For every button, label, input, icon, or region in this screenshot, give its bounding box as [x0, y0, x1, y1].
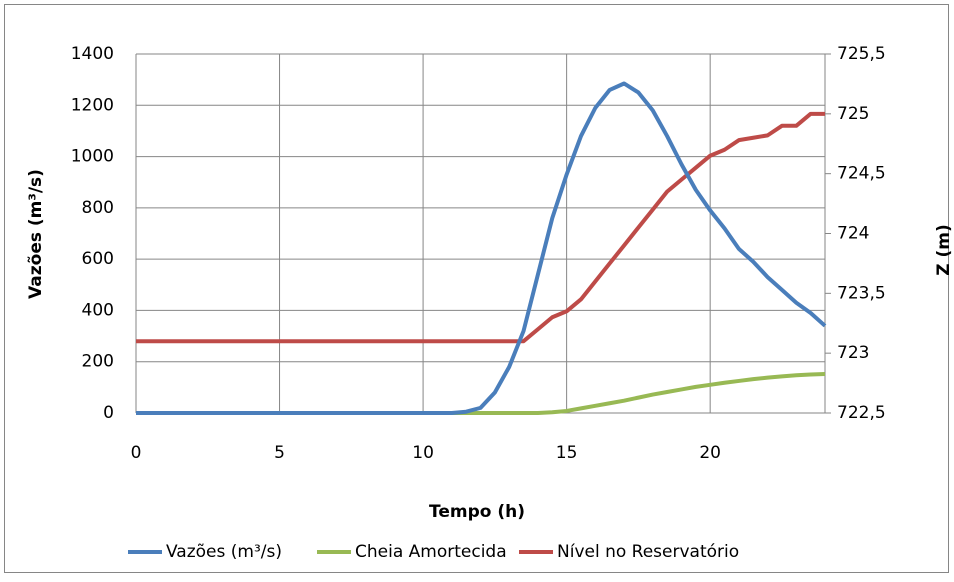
data-line — [136, 81, 827, 415]
x-tick-label: 20 — [699, 443, 721, 463]
y2-tick-label: 724,5 — [837, 164, 886, 184]
x-tick-label: 5 — [274, 443, 285, 463]
y2-tick-label: 724 — [837, 224, 869, 244]
y2-tick-label: 725,5 — [837, 44, 886, 64]
y-tick-label: 800 — [82, 198, 114, 218]
y-tick-label: 1400 — [71, 44, 114, 64]
y2-tick-label: 722,5 — [837, 403, 886, 423]
legend-label: Nível no Reservatório — [557, 542, 739, 562]
data-line — [136, 111, 825, 344]
x-axis-label: Tempo (h) — [429, 502, 525, 522]
y2-tick-label: 723 — [837, 343, 869, 363]
x-tick-label: 10 — [412, 443, 434, 463]
legend-label: Cheia Amortecida — [355, 542, 507, 562]
y-tick-label: 1000 — [71, 147, 114, 167]
y-tick-label: 600 — [82, 249, 114, 269]
y2-axis-label: Z (m) — [934, 224, 954, 276]
y-tick-label: 0 — [103, 403, 114, 423]
chart-frame — [4, 4, 949, 573]
y-axis-label: Vazões (m³/s) — [26, 169, 46, 299]
y2-tick-label: 723,5 — [837, 283, 886, 303]
x-tick-label: 15 — [556, 443, 578, 463]
y-tick-label: 200 — [82, 352, 114, 372]
x-tick-label: 0 — [131, 443, 142, 463]
y-tick-label: 400 — [82, 300, 114, 320]
y-tick-label: 1200 — [71, 95, 114, 115]
legend-label: Vazões (m³/s) — [166, 542, 282, 562]
y2-tick-label: 725 — [837, 104, 869, 124]
